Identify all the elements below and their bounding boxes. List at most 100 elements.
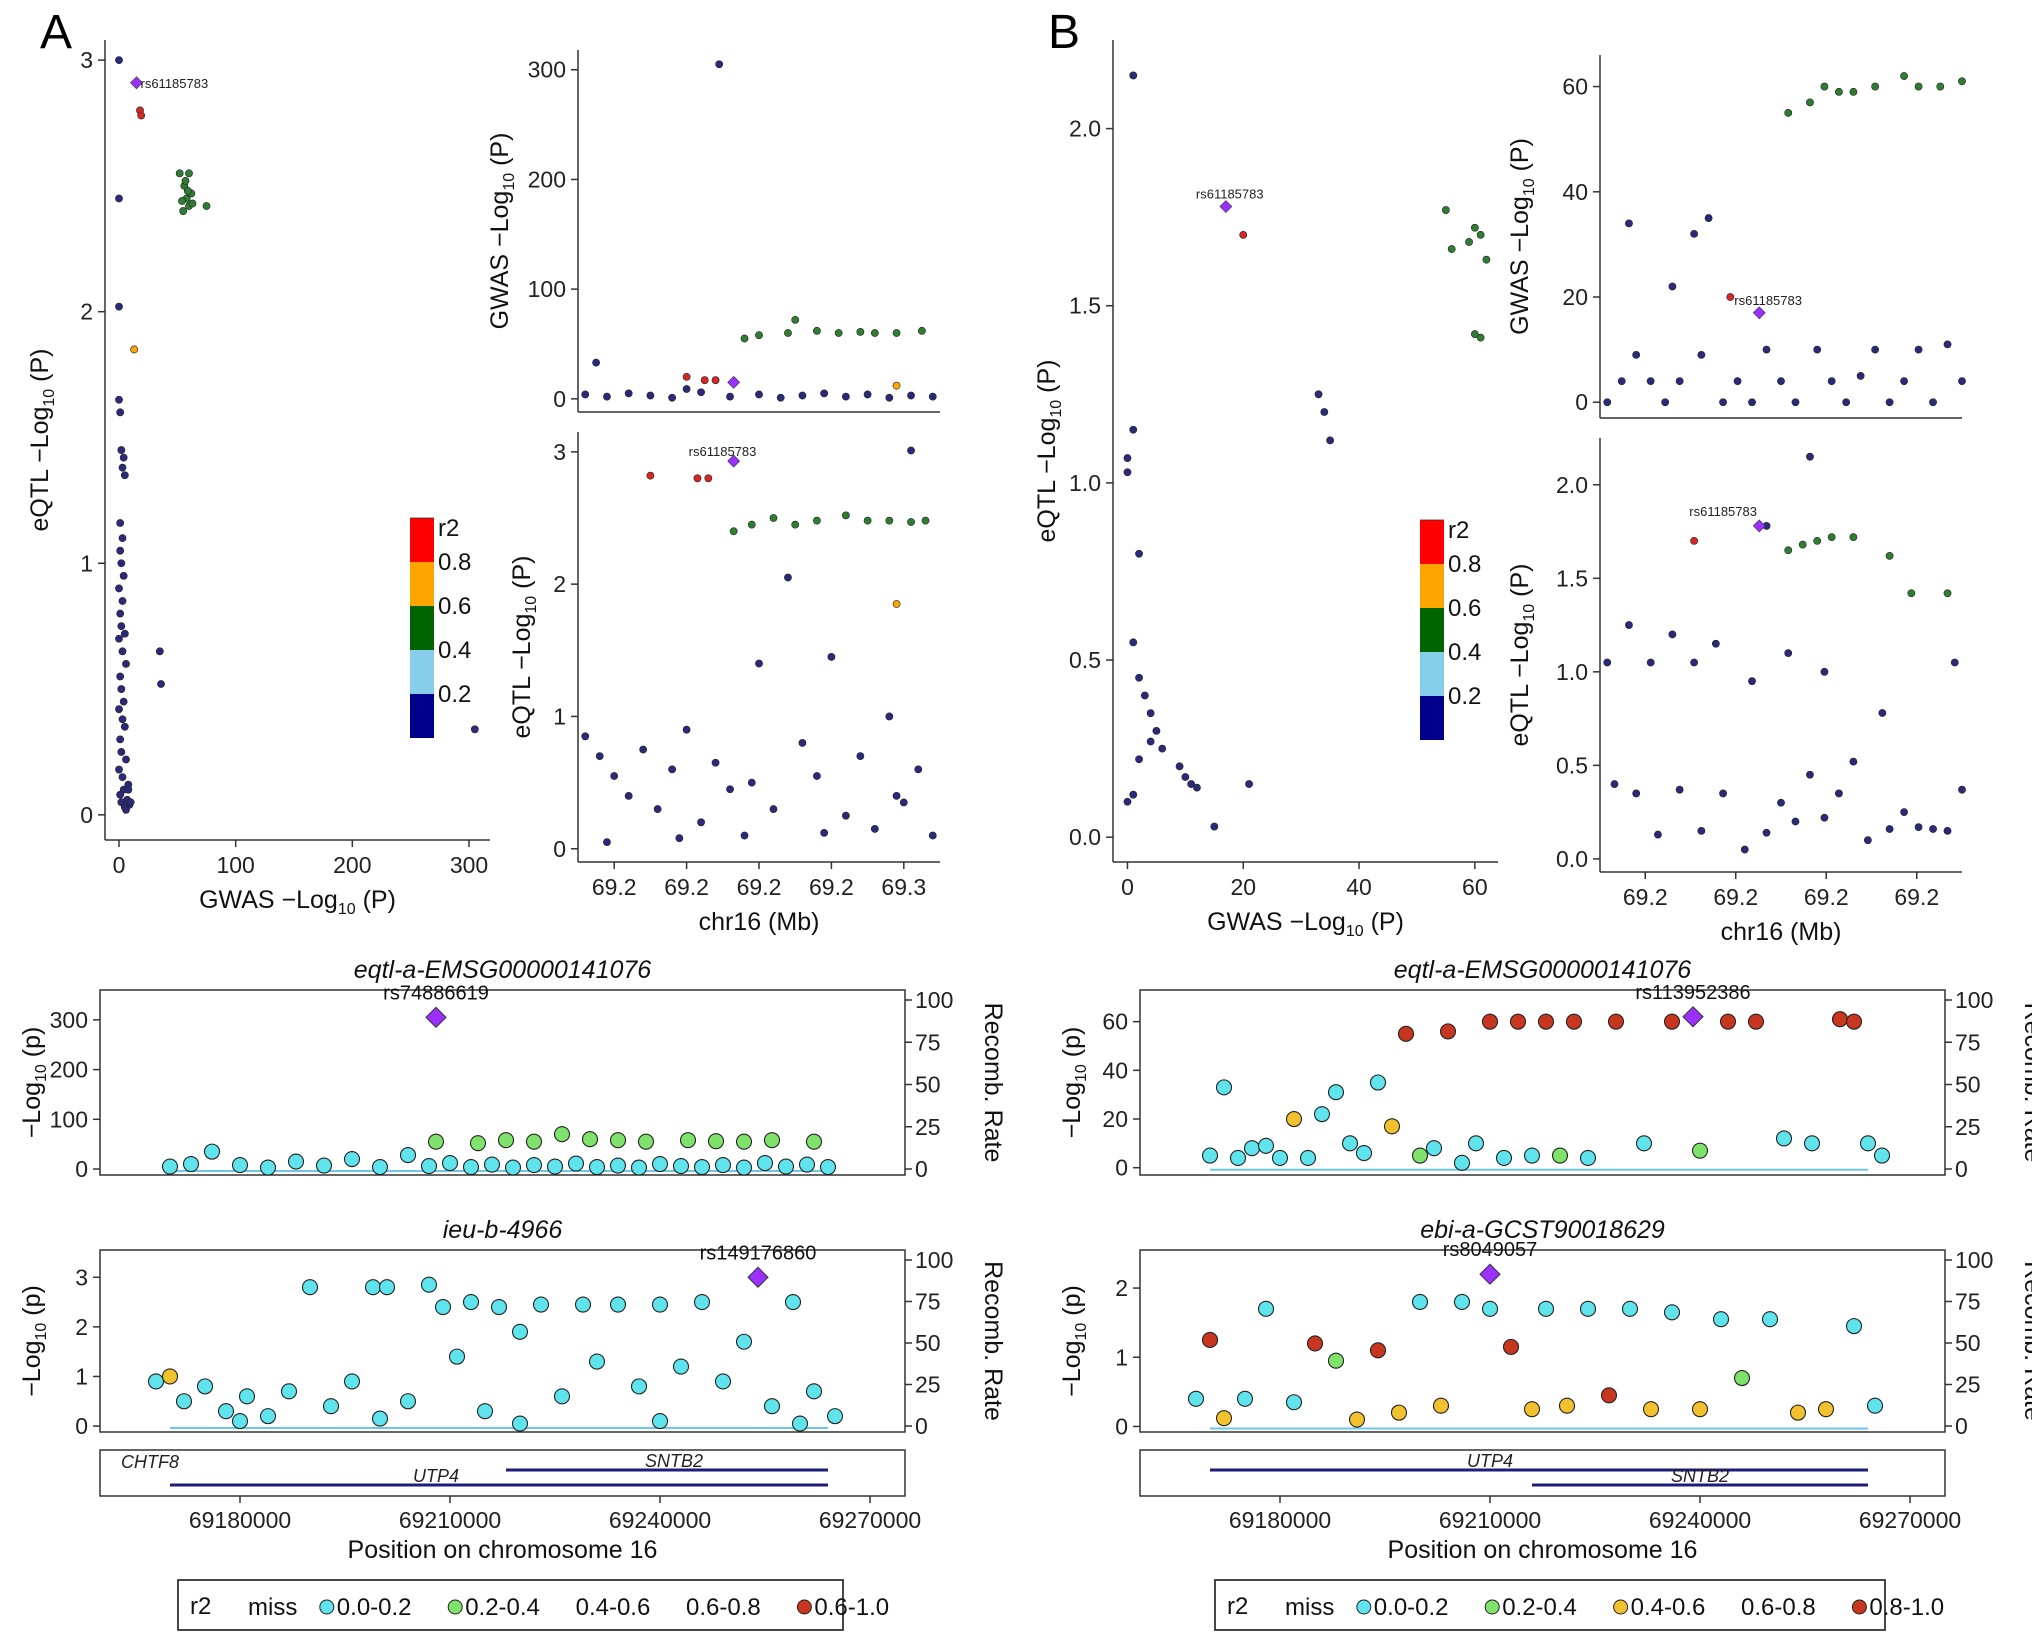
data-point xyxy=(178,197,186,205)
lz-data-point xyxy=(182,1156,200,1173)
lz-y2-tick-label: 75 xyxy=(915,1029,941,1055)
data-point xyxy=(1135,549,1143,558)
data-point xyxy=(595,752,604,761)
gene-track-a-x-tick-label: 69180000 xyxy=(189,1507,291,1533)
lz-y2-tick-label: 50 xyxy=(1955,1072,1981,1098)
data-point xyxy=(119,571,128,580)
data-point xyxy=(892,600,901,608)
gene-track-a-gene-label: SNTB2 xyxy=(645,1451,703,1471)
lz-data-point xyxy=(1411,1293,1429,1310)
lz-data-point xyxy=(399,1393,417,1410)
legend-a-swatch xyxy=(447,1599,463,1615)
data-point xyxy=(675,834,684,843)
data-point xyxy=(179,207,188,215)
y-tick-label: 0 xyxy=(553,386,566,412)
y-tick-label: 40 xyxy=(1562,179,1588,205)
data-point xyxy=(124,785,133,794)
lz-data-point xyxy=(1411,1147,1429,1164)
data-point xyxy=(711,376,720,385)
lz-data-point xyxy=(609,1132,627,1149)
x-axis-label: GWAS −Log10 (P) xyxy=(1207,908,1404,940)
lz-data-point xyxy=(1579,1300,1597,1317)
lz-data-point xyxy=(1600,1387,1618,1404)
lz-data-point xyxy=(1691,1401,1709,1418)
data-point xyxy=(841,392,850,401)
data-point xyxy=(202,202,211,210)
data-point xyxy=(1152,727,1161,735)
lz-y2-tick-label: 25 xyxy=(1955,1114,1981,1140)
data-point xyxy=(624,791,633,800)
data-point xyxy=(1675,785,1684,794)
data-point xyxy=(1697,826,1706,835)
panel-letter-b: B xyxy=(1048,6,1080,59)
data-point xyxy=(1175,762,1184,771)
data-point xyxy=(668,765,677,774)
data-point xyxy=(1470,330,1479,338)
data-point xyxy=(653,805,662,813)
lead-snp-label: rs61185783 xyxy=(689,444,757,459)
lz-data-point xyxy=(1327,1352,1345,1369)
lz-data-point xyxy=(1397,1025,1415,1042)
lz-data-point xyxy=(420,1157,438,1175)
lz-data-point xyxy=(714,1157,732,1174)
lz-data-point xyxy=(1299,1149,1317,1167)
data-point xyxy=(1929,398,1937,407)
data-point xyxy=(1914,345,1923,354)
y-tick-label: 1.5 xyxy=(1069,293,1101,319)
lz-data-point xyxy=(399,1147,417,1164)
lz-data-point xyxy=(1201,1331,1219,1349)
lz-data-point xyxy=(322,1398,340,1415)
legend-b-item: 0.0-0.2 xyxy=(1374,1594,1449,1621)
data-point xyxy=(1239,230,1248,239)
data-point xyxy=(115,765,123,774)
lz-y2-label: Recomb. Rate xyxy=(2019,1003,2032,1163)
data-point xyxy=(1878,709,1887,717)
lz-y2-tick-label: 0 xyxy=(1955,1413,1968,1439)
data-point xyxy=(747,778,756,787)
lz-data-point xyxy=(1747,1013,1765,1030)
lz-y2-tick-label: 25 xyxy=(1955,1372,1981,1398)
colorbar-b-swatch xyxy=(1420,520,1444,564)
lz-data-point xyxy=(1285,1110,1303,1128)
lz-data-point xyxy=(420,1276,438,1293)
data-point xyxy=(117,559,126,568)
data-point xyxy=(1654,830,1662,839)
data-point xyxy=(791,520,800,529)
data-point xyxy=(117,446,126,454)
lz-data-point xyxy=(1845,1318,1863,1335)
data-point xyxy=(907,391,915,400)
lz-data-point xyxy=(735,1159,753,1176)
lz-data-point xyxy=(1467,1135,1485,1152)
lz-data-point xyxy=(1642,1401,1660,1418)
data-point xyxy=(1856,372,1865,380)
data-point xyxy=(885,393,894,402)
lz-lead-label: rs149176860 xyxy=(700,1242,817,1264)
colorbar-b-label: 0.4 xyxy=(1448,639,1481,666)
data-point xyxy=(928,392,937,401)
lz-data-point xyxy=(1733,1369,1751,1387)
data-point xyxy=(1813,536,1822,545)
lz-data-point xyxy=(1236,1390,1254,1407)
lz-y2-tick-label: 75 xyxy=(1955,1289,1981,1315)
data-point xyxy=(697,818,705,827)
colorbar-b-swatch xyxy=(1420,608,1444,652)
y-tick-label: 3 xyxy=(80,47,93,73)
lz-data-point xyxy=(735,1333,753,1350)
lz-data-point xyxy=(630,1378,648,1395)
lz-data-point xyxy=(441,1155,459,1172)
data-point xyxy=(122,805,130,814)
data-point xyxy=(1447,245,1456,253)
lz-data-point xyxy=(1866,1397,1884,1414)
colorbar-b-label: 0.2 xyxy=(1448,683,1481,710)
data-point xyxy=(820,828,829,837)
data-point xyxy=(1791,817,1800,826)
y-tick-label: 20 xyxy=(1562,284,1588,310)
data-point xyxy=(1610,780,1619,788)
y-tick-label: 2 xyxy=(80,299,93,325)
lz-lead-label: rs8049057 xyxy=(1443,1239,1538,1261)
x-tick-label: 60 xyxy=(1462,874,1488,900)
gene-track-b-frame xyxy=(1139,1449,1946,1497)
colorbar-a-swatch xyxy=(410,694,434,738)
data-point xyxy=(115,634,123,643)
data-point xyxy=(1748,677,1756,686)
